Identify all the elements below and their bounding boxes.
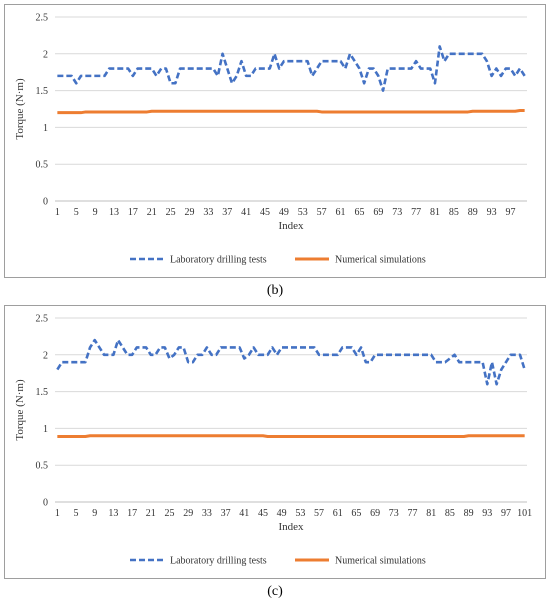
y-tick-label: 0.5	[36, 461, 49, 472]
x-tick-label: 1	[55, 508, 60, 519]
x-tick-label: 37	[222, 207, 232, 218]
x-tick-label: 17	[128, 207, 138, 218]
x-tick-label: 61	[336, 207, 346, 218]
x-tick-label: 69	[370, 508, 380, 519]
series-line-numerical	[57, 108, 525, 115]
y-tick-label: 1.5	[36, 387, 49, 398]
x-tick-label: 41	[239, 508, 249, 519]
x-tick-label: 29	[183, 508, 193, 519]
x-tick-label: 45	[258, 508, 268, 519]
x-tick-label: 101	[517, 508, 532, 519]
y-tick-label: 0	[43, 197, 48, 208]
x-tick-label: 61	[333, 508, 343, 519]
x-tick-label: 73	[392, 207, 402, 218]
y-tick-label: 0	[43, 498, 48, 509]
y-tick-label: 2	[43, 350, 48, 361]
x-tick-label: 77	[411, 207, 421, 218]
x-tick-label: 21	[147, 207, 157, 218]
x-tick-label: 93	[482, 508, 492, 519]
y-axis-title: Torque (N·m)	[14, 379, 26, 441]
legend-label: Laboratory drilling tests	[170, 255, 267, 266]
x-tick-label: 53	[295, 508, 305, 519]
x-tick-label: 57	[314, 508, 324, 519]
x-tick-label: 97	[505, 207, 515, 218]
x-tick-label: 49	[279, 207, 289, 218]
x-tick-label: 33	[203, 207, 213, 218]
torque-chart-b: 0 0.5 1 1.5 2 2.5 1 5 9 13 17 21 25 29 33 37 41 45 49 53 57 6…	[14, 13, 527, 266]
legend-label: Numerical simulations	[335, 556, 426, 567]
y-tick-label: 1.5	[36, 86, 49, 97]
caption-c: (c)	[267, 584, 283, 599]
x-tick-label: 49	[277, 508, 287, 519]
x-tick-label: 41	[241, 207, 251, 218]
y-tick-label: 1	[43, 424, 48, 435]
caption-b: (b)	[266, 283, 284, 298]
x-tick-label: 77	[408, 508, 418, 519]
x-tick-label: 37	[221, 508, 231, 519]
x-tick-label: 85	[445, 508, 455, 519]
x-tick-label: 9	[92, 508, 97, 519]
x-tick-label: 73	[389, 508, 399, 519]
x-axis-title: Index	[278, 521, 304, 533]
y-tick-label: 1	[43, 123, 48, 134]
x-tick-label: 17	[127, 508, 137, 519]
x-tick-label: 65	[354, 207, 364, 218]
x-tick-label: 57	[317, 207, 327, 218]
y-tick-label: 0.5	[36, 160, 49, 171]
x-tick-label: 65	[351, 508, 361, 519]
x-tick-label: 53	[298, 207, 308, 218]
y-tick-label: 2.5	[36, 13, 49, 24]
x-tick-label: 89	[464, 508, 474, 519]
x-tick-label: 45	[260, 207, 270, 218]
series-line-laboratory	[57, 45, 526, 92]
x-tick-label: 93	[487, 207, 497, 218]
legend-label: Numerical simulations	[335, 255, 426, 266]
torque-chart-c: 0 0.5 1 1.5 2 2.5 1 5 9 13 17 21 25 29 33 37 41 45 49 53 57 6…	[14, 314, 532, 567]
x-tick-label: 25	[166, 207, 176, 218]
chart-panel-c: 0 0.5 1 1.5 2 2.5 1 5 9 13 17 21 25 29 33 37 41 45 49 53 57 6…	[4, 305, 546, 579]
x-tick-label: 69	[373, 207, 383, 218]
x-tick-label: 13	[109, 207, 119, 218]
x-tick-label: 1	[55, 207, 60, 218]
x-tick-label: 25	[164, 508, 174, 519]
y-axis-title: Torque (N·m)	[14, 78, 26, 140]
x-tick-label: 9	[93, 207, 98, 218]
x-tick-label: 29	[185, 207, 195, 218]
y-tick-label: 2.5	[36, 314, 49, 325]
x-tick-label: 5	[74, 207, 79, 218]
chart-panel-b: 0 0.5 1 1.5 2 2.5 1 5 9 13 17 21 25 29 33 37 41 45 49 53 57 6…	[4, 4, 546, 278]
x-tick-label: 89	[468, 207, 478, 218]
x-tick-label: 81	[430, 207, 440, 218]
x-tick-label: 5	[74, 508, 79, 519]
x-tick-label: 81	[426, 508, 436, 519]
x-tick-label: 33	[202, 508, 212, 519]
x-tick-label: 21	[146, 508, 156, 519]
y-tick-label: 2	[43, 49, 48, 60]
series-line-numerical	[57, 434, 525, 438]
legend-label: Laboratory drilling tests	[170, 556, 267, 567]
series-line-laboratory	[56, 338, 526, 386]
x-tick-label: 85	[449, 207, 459, 218]
x-tick-label: 13	[108, 508, 118, 519]
x-axis-title: Index	[278, 220, 304, 232]
x-tick-label: 97	[501, 508, 511, 519]
